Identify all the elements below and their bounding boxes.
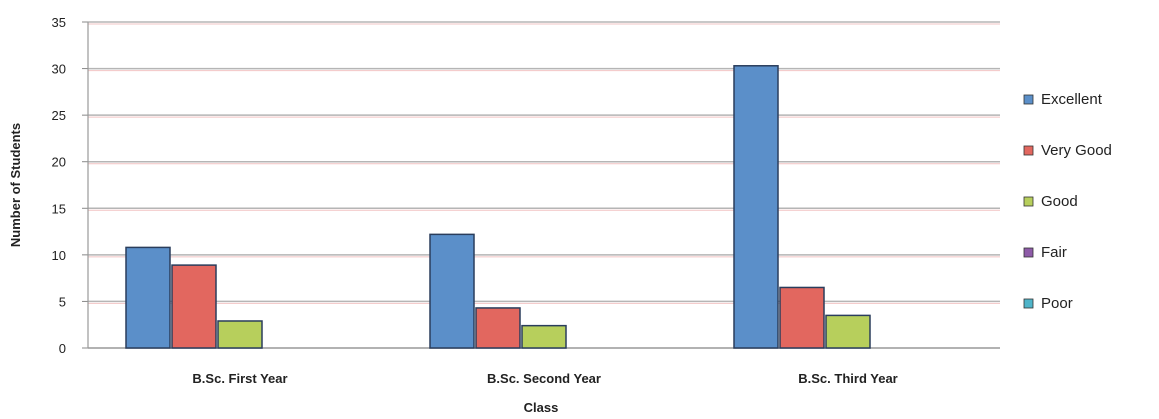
x-tick-label: B.Sc. Third Year (798, 371, 897, 386)
x-tick-label: B.Sc. First Year (192, 371, 287, 386)
legend-label: Very Good (1041, 142, 1112, 159)
bars (125, 65, 871, 349)
legend-swatch (1023, 196, 1034, 207)
bar-excellent (125, 246, 171, 349)
legend-label: Excellent (1041, 91, 1103, 108)
bar-good (217, 320, 263, 349)
y-tick-label: 10 (52, 248, 66, 263)
legend-swatch (1023, 145, 1034, 156)
y-tick-label: 20 (52, 155, 66, 170)
legend-swatch (1023, 247, 1034, 258)
y-tick-label: 35 (52, 15, 66, 30)
gridlines (88, 21, 1000, 304)
y-tick-label: 5 (59, 294, 66, 309)
x-tick-label: B.Sc. Second Year (487, 371, 601, 386)
y-tick-label: 30 (52, 62, 66, 77)
bar-excellent (429, 233, 475, 349)
legend-swatch (1023, 298, 1034, 309)
legend: Excellent Very Good Good Fair Poor (1023, 91, 1112, 312)
bar-very-good (475, 307, 521, 349)
y-axis-title: Number of Students (8, 123, 23, 247)
tick-labels: 0 5 10 15 20 25 30 35 B.Sc. First Year B.Sc. Seco… (52, 15, 898, 386)
legend-label: Good (1041, 193, 1078, 210)
x-axis-title: Class (524, 400, 559, 415)
bar-good (521, 324, 567, 349)
bar-good (825, 314, 871, 349)
y-tick-label: 25 (52, 108, 66, 123)
legend-swatch (1023, 94, 1034, 105)
bar-very-good (779, 286, 825, 349)
y-tick-label: 15 (52, 201, 66, 216)
legend-label: Poor (1041, 295, 1073, 312)
y-tick-label: 0 (59, 341, 66, 356)
bar-excellent (733, 65, 779, 349)
bar-very-good (171, 264, 217, 349)
legend-label: Fair (1041, 244, 1067, 261)
